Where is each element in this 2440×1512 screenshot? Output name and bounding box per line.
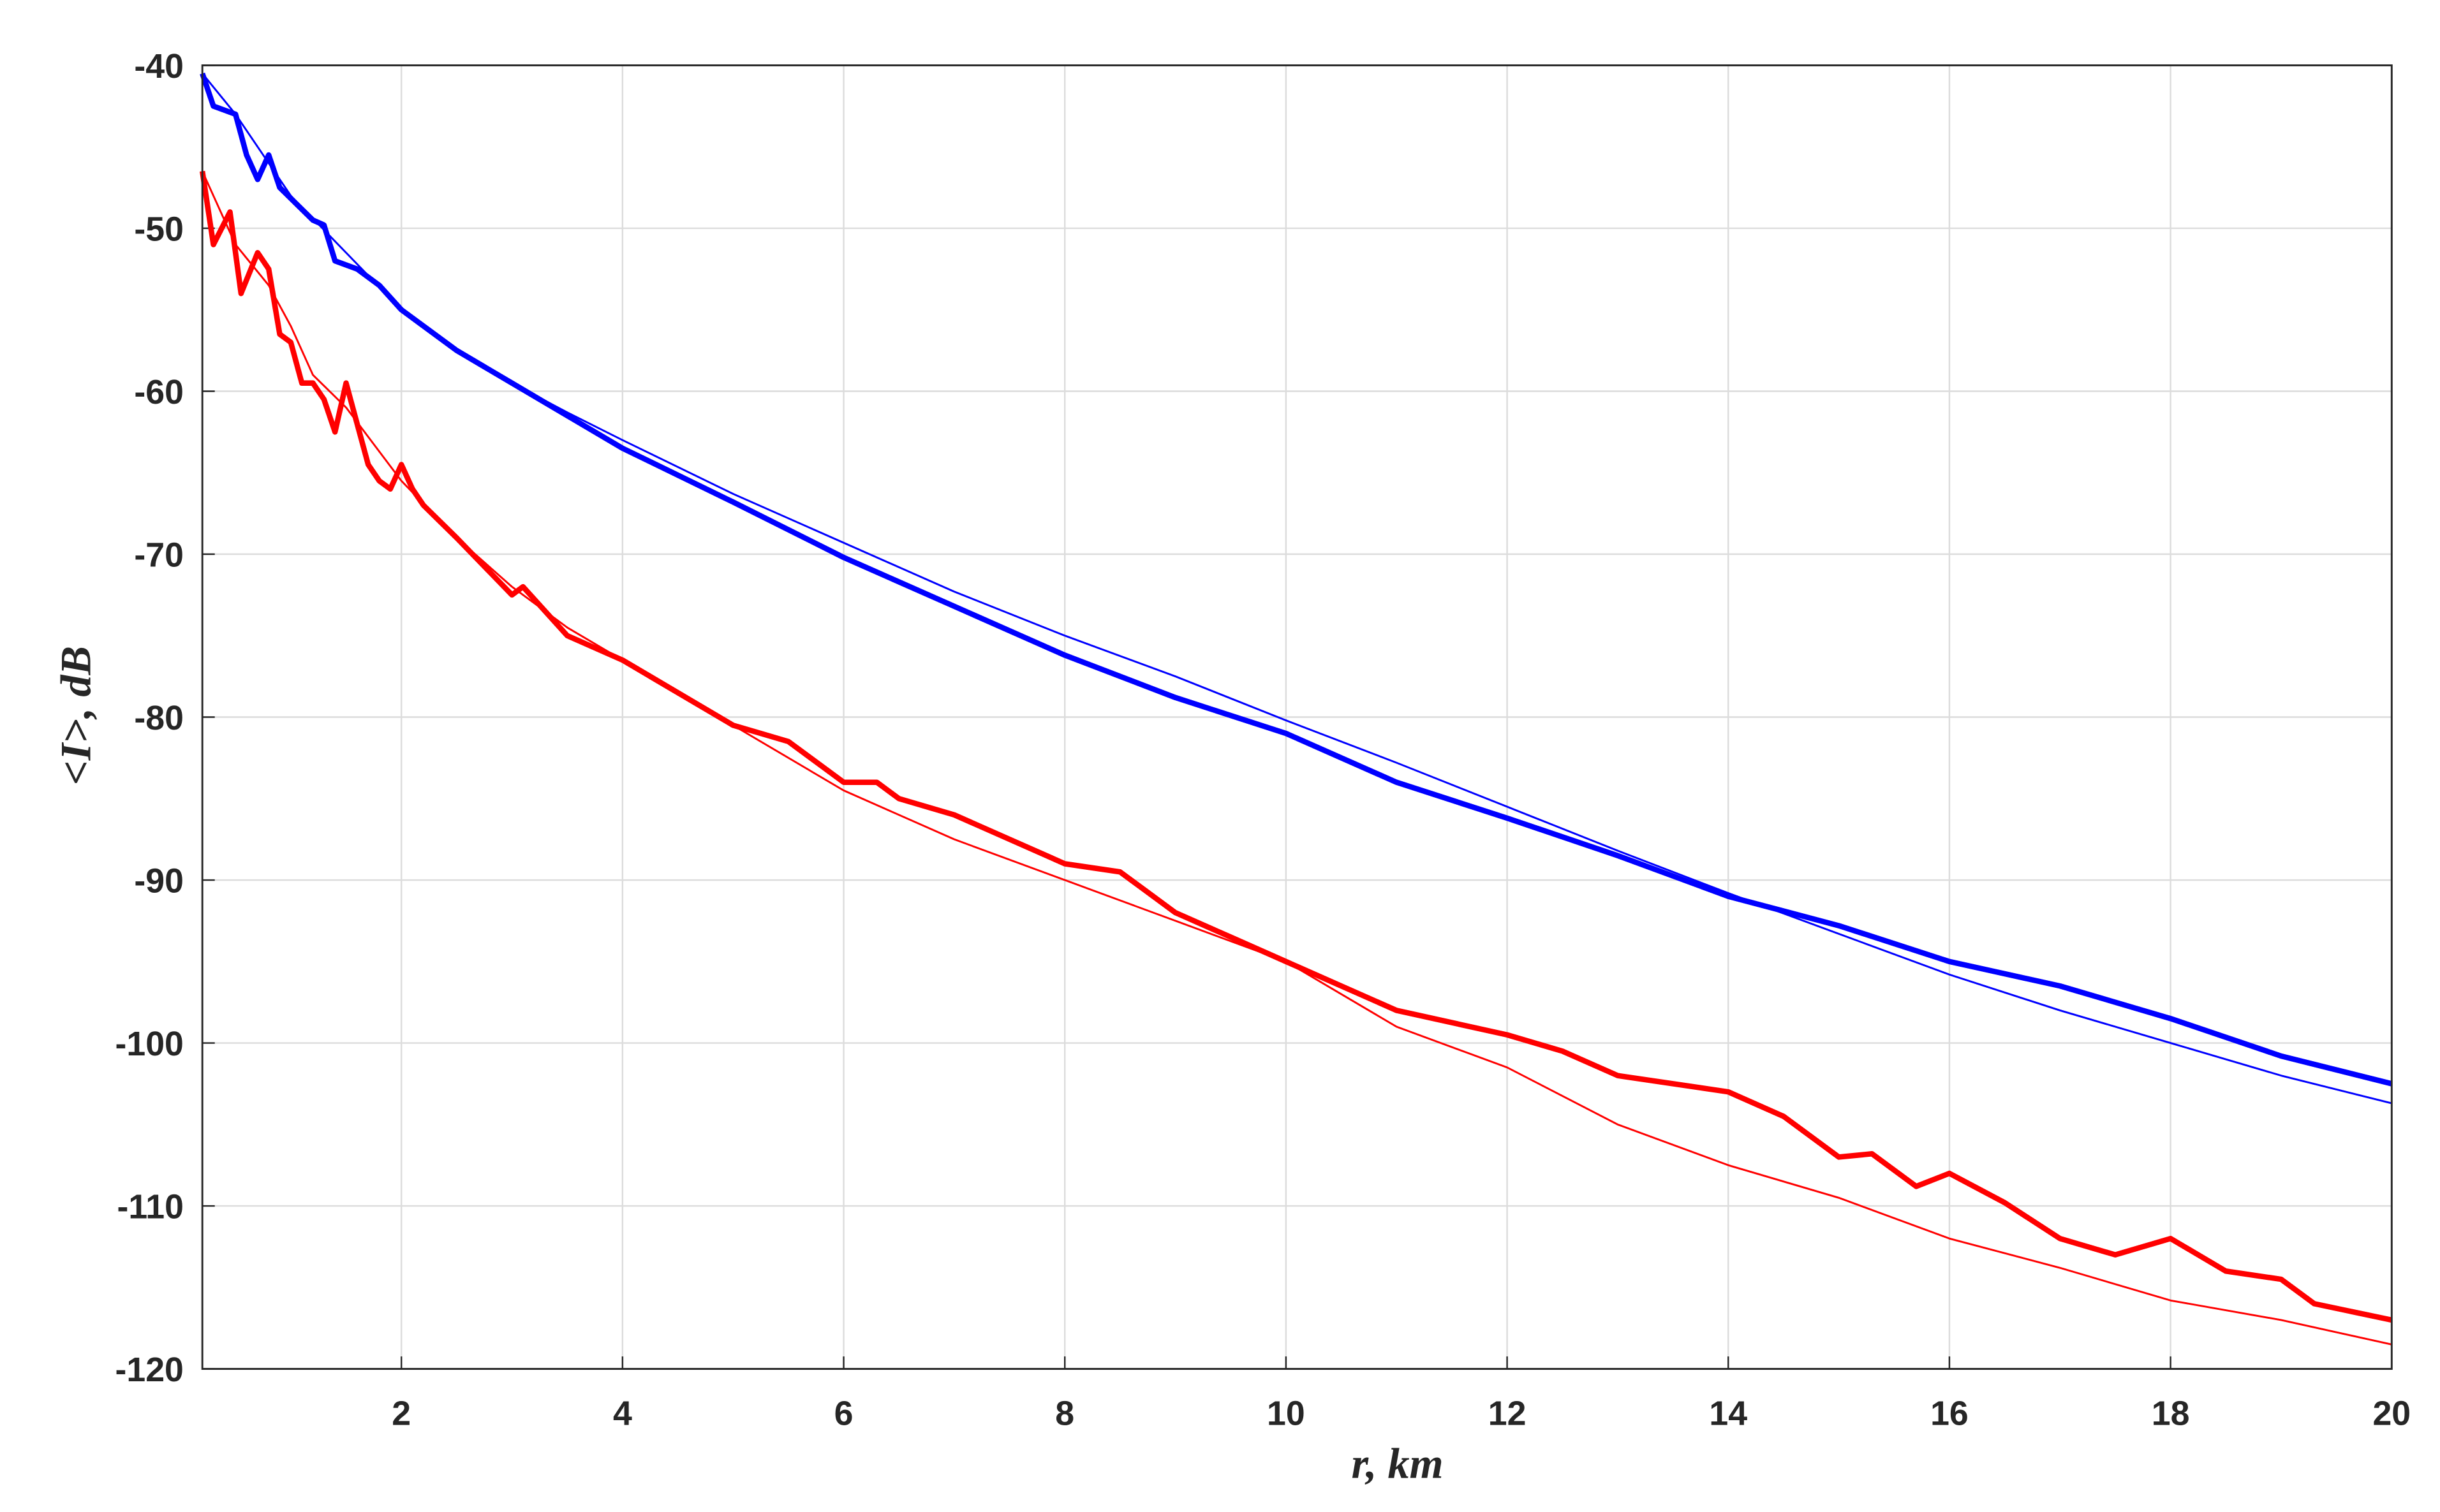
x-axis-label: r, km — [1351, 1439, 1443, 1487]
x-tick-label: 6 — [834, 1394, 854, 1432]
x-tick-label: 18 — [2152, 1394, 2190, 1432]
y-tick-label: -50 — [134, 210, 184, 248]
y-tick-label: -40 — [134, 47, 184, 85]
y-tick-label: -100 — [115, 1025, 184, 1063]
x-tick-label: 4 — [613, 1394, 632, 1432]
y-tick-label: -60 — [134, 373, 184, 411]
x-tick-label: 10 — [1267, 1394, 1305, 1432]
line — [200, 72, 2393, 1087]
y-tick-label: -70 — [134, 536, 184, 575]
line — [201, 170, 2392, 1346]
y-tick-label: -80 — [134, 699, 184, 737]
plot-frame — [201, 64, 2393, 1370]
y-axis-label: <I>, dB — [52, 646, 100, 785]
x-tick-label: 8 — [1055, 1394, 1074, 1432]
x-tick-label: 2 — [392, 1394, 411, 1432]
y-tick-label: -120 — [115, 1351, 184, 1389]
x-tick-label: 12 — [1488, 1394, 1527, 1432]
line — [202, 73, 2392, 1105]
line — [199, 170, 2393, 1323]
y-tick-label: -90 — [134, 862, 184, 900]
x-tick-label: 20 — [2372, 1394, 2411, 1432]
x-tick-label: 16 — [1930, 1394, 1969, 1432]
x-tick-label: 14 — [1709, 1394, 1747, 1432]
y-tick-label: -110 — [117, 1188, 183, 1226]
